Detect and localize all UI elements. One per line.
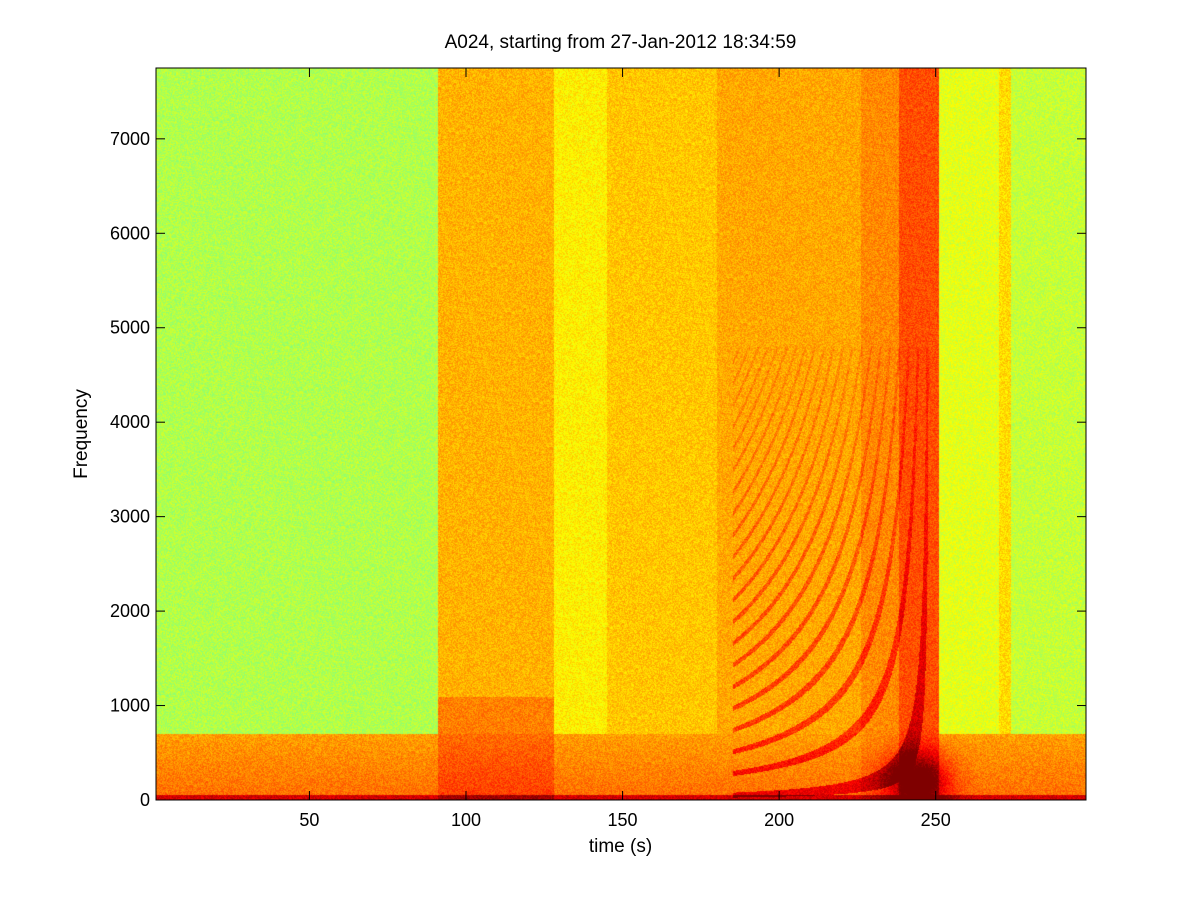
y-tick-label: 4000 [110, 412, 150, 432]
y-tick-label: 1000 [110, 696, 150, 716]
y-axis-label: Frequency [71, 389, 92, 479]
y-tick-label: 3000 [110, 507, 150, 527]
x-tick-label: 250 [921, 810, 951, 830]
spectrogram-image [156, 68, 1086, 800]
y-tick-label: 0 [140, 790, 150, 810]
chart-title: A024, starting from 27-Jan-2012 18:34:59 [444, 32, 797, 53]
x-tick-label: 100 [451, 810, 481, 830]
x-tick-label: 50 [299, 810, 319, 830]
y-tick-label: 5000 [110, 318, 150, 338]
x-tick-label: 200 [764, 810, 794, 830]
y-tick-label: 2000 [110, 601, 150, 621]
x-tick-label: 150 [608, 810, 638, 830]
y-tick-label: 6000 [110, 223, 150, 243]
y-tick-label: 7000 [110, 129, 150, 149]
x-axis-label: time (s) [588, 836, 653, 857]
